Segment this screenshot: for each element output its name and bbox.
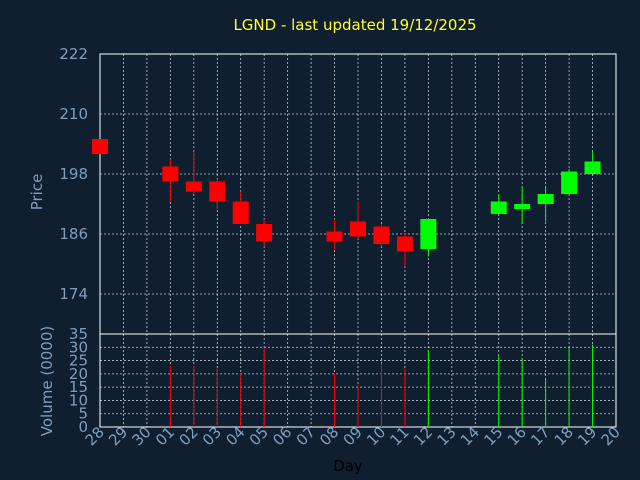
volume-tick-label: 10 [69,391,88,409]
volume-tick-label: 0 [78,418,88,436]
x-axis: 2829300102030405060708091011121314151617… [82,423,624,449]
candle-body [373,226,390,244]
price-axis-label: Price [28,174,46,211]
volume-tick-label: 20 [69,365,88,383]
price-tick-label: 210 [59,105,88,123]
volume-tick-label: 35 [69,325,88,343]
price-tick-label: 174 [59,285,88,303]
price-tick-label: 222 [59,45,88,63]
candle-body [232,201,249,224]
volume-tick-label: 15 [69,378,88,396]
candle-body [561,171,578,194]
candle-body [396,236,413,252]
candle-body [256,224,273,242]
candle-body [537,194,554,204]
candle-body [584,161,601,174]
price-tick-label: 198 [59,165,88,183]
candle-body [209,181,226,202]
volume-tick-label: 30 [69,338,88,356]
x-axis-label: Day [333,457,363,475]
chart-title: LGND - last updated 19/12/2025 [233,16,476,34]
candle-body [185,181,202,192]
volume-tick-label: 5 [78,405,88,423]
candle-body [490,201,507,214]
candle-body [420,219,437,249]
volume-tick-label: 25 [69,352,88,370]
candle-body [514,204,531,209]
candle-body [162,166,179,182]
price-panel: 174 186 198 210 222 [59,45,617,335]
candle-body [92,139,108,154]
candle-body [350,221,366,237]
price-tick-label: 186 [59,225,88,243]
volume-axis-label: Volume (0000) [38,326,56,436]
candle-body [326,231,343,242]
